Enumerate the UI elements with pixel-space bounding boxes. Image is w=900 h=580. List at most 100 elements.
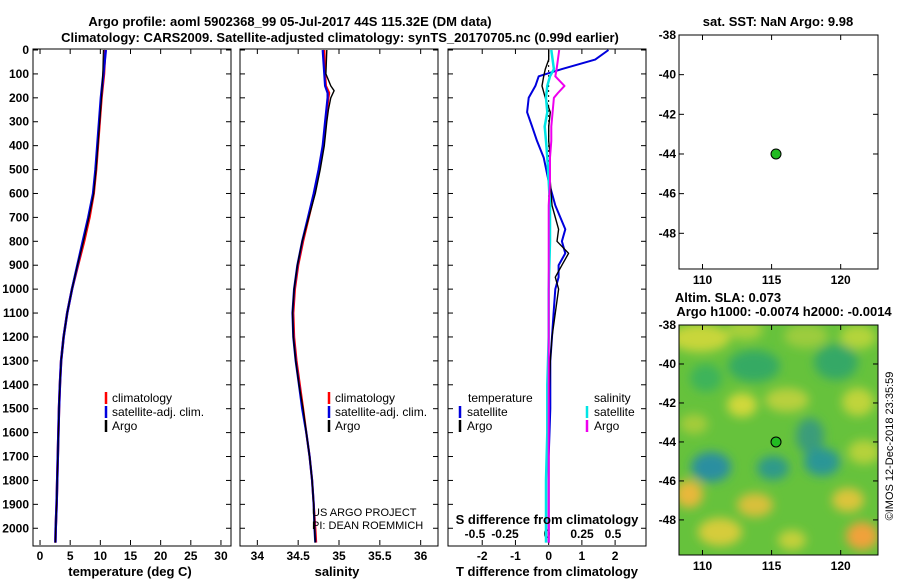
sla-map-frame: [678, 324, 879, 556]
salinity-xlabel: salinity: [315, 564, 361, 579]
series-line-argo: [54, 49, 104, 543]
legend-label-satellite: satellite-adj. clim.: [112, 405, 204, 419]
map-lat-label: -44: [659, 435, 677, 449]
x-tick-label: 5: [67, 549, 74, 563]
temperature-panel: [32, 48, 232, 547]
legend-label-satellite: satellite-adj. clim.: [335, 405, 427, 419]
x-tick-label: 35: [332, 549, 346, 563]
s-tick-label: 0.5: [605, 527, 622, 541]
map-lat-label: -46: [659, 474, 677, 488]
x-tick-label: 20: [154, 549, 168, 563]
series-line-argo: [291, 49, 335, 543]
x-tick-label: 30: [214, 549, 228, 563]
difference-legend-salinity: salinity satellite Argo: [585, 391, 635, 433]
series-line-s-argo: [547, 49, 566, 543]
map-lat-label: -40: [659, 357, 677, 371]
project-credit-line1: US ARGO PROJECT: [312, 507, 417, 519]
sla-blob: [691, 452, 731, 482]
x-tick-label: 25: [184, 549, 198, 563]
difference-legend-temperature: temperature satellite Argo: [458, 391, 533, 433]
sst-map: -38 -40 -42 -44 -46 -48 110 115 120: [659, 28, 878, 287]
sla-field: [679, 325, 878, 550]
sla-blob: [814, 344, 858, 380]
x-tick-label: 15: [124, 549, 138, 563]
sla-blob: [765, 388, 809, 412]
map-lon-label: 115: [762, 559, 782, 573]
legend-label-s-satellite: satellite: [594, 405, 635, 419]
sla-map-title1: Altim. SLA: 0.073: [675, 290, 781, 305]
title-line1: Argo profile: aoml 5902368_99 05-Jul-201…: [88, 14, 491, 29]
legend-label-s-argo: Argo: [594, 419, 620, 433]
sla-blob: [842, 388, 874, 416]
legend-label-argo: Argo: [335, 419, 361, 433]
legend-label-climatology: climatology: [112, 391, 172, 405]
map-lon-label: 110: [693, 559, 713, 573]
map-lon-label: 120: [831, 559, 851, 573]
depth-tick-label: 1400: [2, 378, 29, 392]
salinity-legend: climatology satellite-adj. clim. Argo: [327, 391, 427, 433]
sla-blob: [757, 456, 789, 480]
map-lat-label: -42: [659, 396, 677, 410]
x-tick-label: 0: [545, 549, 552, 563]
salinity-panel: [239, 48, 439, 547]
legend-label-t-argo: Argo: [467, 419, 493, 433]
temperature-plot: 0 5 10 15 20 25 30: [37, 49, 228, 563]
map-lon-label: 110: [693, 273, 713, 287]
depth-tick-label: 2000: [2, 521, 29, 535]
sla-blob: [804, 448, 840, 476]
x-tick-label: 35.5: [368, 549, 392, 563]
x-tick-label: 34.5: [286, 549, 310, 563]
map-lon-label: 115: [762, 273, 782, 287]
sla-blob: [679, 325, 730, 352]
sla-blob: [680, 414, 708, 434]
depth-tick-label: 800: [9, 234, 29, 248]
depth-tick-label: 900: [9, 258, 29, 272]
map-lat-label: -48: [659, 226, 677, 240]
x-tick-label: 36: [414, 549, 428, 563]
depth-tick-label: 400: [9, 139, 29, 153]
depth-tick-label: 600: [9, 186, 29, 200]
depth-tick-label: 1200: [2, 330, 29, 344]
depth-axis: 0 100 200 300 400 500 600 700 800 900 1000 1100 1200…: [2, 43, 646, 535]
sla-blob: [727, 325, 763, 340]
depth-tick-label: 0: [22, 43, 29, 57]
sla-blob: [796, 418, 824, 454]
sla-map-title2: Argo h1000: -0.0074 h2000: -0.0014: [676, 304, 892, 319]
imos-credit: ©IMOS 12-Dec-2018 23:35:59: [884, 372, 896, 521]
sla-map: -38 -40 -42 -44 -46 -48 110 115 120: [659, 318, 879, 573]
depth-tick-label: 300: [9, 115, 29, 129]
map-lat-label: -38: [659, 28, 677, 42]
sla-blob: [690, 364, 722, 392]
legend-title-salinity: salinity: [594, 391, 631, 405]
map-lat-label: -44: [659, 147, 677, 161]
x-tick-label: 34: [251, 549, 265, 563]
depth-tick-label: 1300: [2, 354, 29, 368]
legend-title-temperature: temperature: [468, 391, 533, 405]
x-tick-label: 1: [579, 549, 586, 563]
sst-map-title: sat. SST: NaN Argo: 9.98: [703, 14, 854, 29]
map-lat-label: -38: [659, 318, 677, 332]
temperature-xlabel: temperature (deg C): [68, 564, 192, 579]
series-line-t-argo: [541, 50, 570, 543]
sla-blob: [778, 530, 806, 550]
sla-blob: [727, 393, 757, 417]
title-line2: Climatology: CARS2009. Satellite-adjuste…: [61, 30, 619, 45]
depth-tick-label: 1500: [2, 402, 29, 416]
map-lon-label: 120: [831, 273, 851, 287]
legend-label-climatology: climatology: [335, 391, 395, 405]
x-tick-label: 10: [94, 549, 108, 563]
depth-tick-label: 500: [9, 163, 29, 177]
sla-blob: [679, 480, 703, 508]
x-tick-label: 0: [37, 549, 44, 563]
depth-tick-label: 1000: [2, 282, 29, 296]
sla-blob: [698, 518, 742, 546]
sla-blob: [784, 325, 828, 348]
sla-blob: [848, 440, 878, 464]
depth-tick-label: 1900: [2, 497, 29, 511]
depth-tick-label: 200: [9, 91, 29, 105]
argo-float-marker: [770, 436, 782, 448]
x-tick-label: -1: [510, 549, 521, 563]
legend-label-t-satellite: satellite: [467, 405, 508, 419]
map-lat-label: -46: [659, 187, 677, 201]
salinity-difference-label: S difference from climatology: [456, 512, 640, 527]
